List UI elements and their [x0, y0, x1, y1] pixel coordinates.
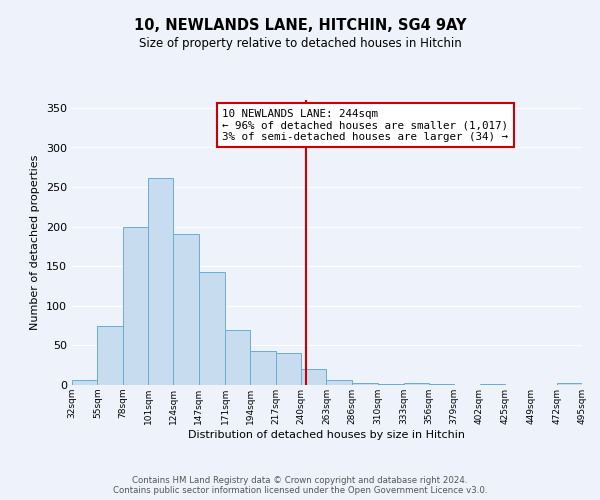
Bar	[378, 384, 404, 385]
Bar	[352, 382, 378, 385]
Bar	[97, 326, 122, 385]
Bar	[301, 369, 326, 385]
Text: Contains HM Land Registry data © Crown copyright and database right 2024.
Contai: Contains HM Land Registry data © Crown c…	[113, 476, 487, 495]
Bar	[404, 382, 429, 385]
Bar	[479, 384, 505, 385]
Text: Size of property relative to detached houses in Hitchin: Size of property relative to detached ho…	[139, 38, 461, 51]
Bar	[148, 178, 173, 385]
X-axis label: Distribution of detached houses by size in Hitchin: Distribution of detached houses by size …	[188, 430, 466, 440]
Text: 10, NEWLANDS LANE, HITCHIN, SG4 9AY: 10, NEWLANDS LANE, HITCHIN, SG4 9AY	[134, 18, 466, 32]
Bar	[326, 380, 352, 385]
Bar	[122, 226, 148, 385]
Bar	[276, 354, 301, 385]
Bar	[429, 384, 454, 385]
Bar	[557, 384, 582, 385]
Bar	[225, 330, 250, 385]
Y-axis label: Number of detached properties: Number of detached properties	[31, 155, 40, 330]
Bar	[173, 234, 199, 385]
Text: 10 NEWLANDS LANE: 244sqm
← 96% of detached houses are smaller (1,017)
3% of semi: 10 NEWLANDS LANE: 244sqm ← 96% of detach…	[223, 108, 508, 142]
Bar	[199, 272, 225, 385]
Bar	[72, 380, 97, 385]
Bar	[250, 351, 276, 385]
